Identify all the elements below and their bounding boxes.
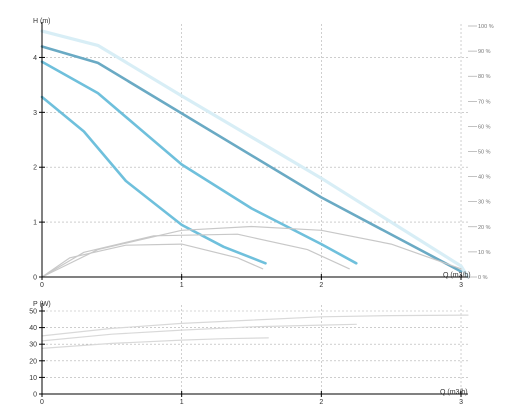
power-curve-power-1 <box>41 323 357 342</box>
head-curve-mid-1 <box>40 45 463 273</box>
efficiency-scale-label: 30 % <box>478 200 491 206</box>
head-curve-bright-2 <box>40 60 358 265</box>
power-x-tick-label: 2 <box>319 399 323 406</box>
head-x-tick-label: 1 <box>180 282 184 289</box>
bottom-y-axis-title: P (W) <box>33 301 51 308</box>
bottom-x-axis-title: Q (m3/h) <box>440 389 468 396</box>
head-y-tick-label: 2 <box>33 165 37 172</box>
efficiency-scale-label: 10 % <box>478 250 491 256</box>
efficiency-scale-label: 60 % <box>478 124 491 130</box>
efficiency-scale-label: 90 % <box>478 49 491 55</box>
efficiency-scale-label: 50 % <box>478 150 491 156</box>
head-curve-efficiency-5 <box>41 233 350 278</box>
head-y-tick-label: 0 <box>33 275 37 282</box>
power-x-tick-label: 3 <box>459 399 463 406</box>
power-curve-power-0 <box>41 314 469 337</box>
power-x-tick-label: 0 <box>40 399 44 406</box>
efficiency-scale-label: 0 % <box>478 275 488 281</box>
power-y-tick-label: 50 <box>29 309 37 316</box>
series-layer <box>40 29 470 349</box>
top-y-axis-title: H (m) <box>33 18 51 25</box>
head-curve-efficiency-6 <box>41 243 264 278</box>
power-x-tick-label: 1 <box>180 399 184 406</box>
power-y-tick-label: 10 <box>29 375 37 382</box>
power-curve-power-2 <box>41 337 269 349</box>
power-y-tick-label: 40 <box>29 325 37 332</box>
efficiency-scale-label: 100 % <box>478 24 494 30</box>
head-x-tick-label: 3 <box>459 282 463 289</box>
efficiency-scale-label: 80 % <box>478 74 491 80</box>
efficiency-scale-label: 40 % <box>478 175 491 181</box>
head-y-tick-label: 1 <box>33 220 37 227</box>
top-x-axis-title: Q (m3/h) <box>443 272 471 279</box>
efficiency-scale-label: 20 % <box>478 225 491 231</box>
head-curve-bright-3 <box>40 95 267 265</box>
power-y-tick-label: 0 <box>33 392 37 399</box>
grid-layer <box>42 24 468 394</box>
head-curve-light-0 <box>40 29 470 279</box>
head-y-tick-label: 4 <box>33 55 37 62</box>
power-y-tick-label: 30 <box>29 342 37 349</box>
power-y-tick-label: 20 <box>29 358 37 365</box>
head-y-tick-label: 3 <box>33 110 37 117</box>
head-x-tick-label: 0 <box>40 282 44 289</box>
head-x-tick-label: 2 <box>319 282 323 289</box>
efficiency-scale-label: 70 % <box>478 99 491 105</box>
head-curve-efficiency-4 <box>41 225 462 278</box>
